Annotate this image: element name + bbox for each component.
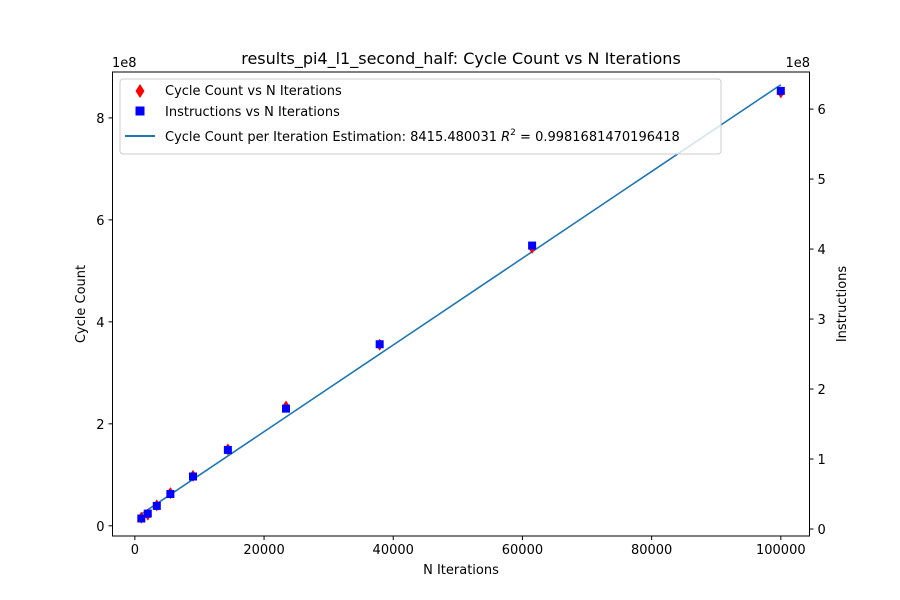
fit-line: [140, 84, 782, 515]
legend-square-marker: [135, 106, 145, 116]
legend-label-cycle-count: Cycle Count vs N Iterations: [165, 84, 342, 99]
y2-axis-label: Instructions: [835, 266, 850, 343]
y-tick-label: 2: [96, 418, 104, 433]
chart-title: results_pi4_l1_second_half: Cycle Count …: [241, 49, 681, 69]
x-tick-label: 80000: [631, 543, 672, 558]
y2-axis-offset-text: 1e8: [785, 56, 810, 71]
instructions-point: [143, 509, 152, 518]
y-tick-label: 6: [96, 214, 104, 229]
instructions-point: [166, 490, 175, 499]
y-axis-offset-text: 1e8: [112, 56, 137, 71]
x-tick-label: 0: [131, 543, 139, 558]
y-tick-label: 8: [96, 112, 104, 127]
legend-frame: [119, 78, 722, 155]
x-tick-label: 100000: [756, 543, 806, 558]
instructions-point: [375, 340, 384, 349]
x-tick-label: 40000: [373, 543, 414, 558]
instructions-point: [223, 445, 232, 454]
y2-tick-label: 5: [818, 173, 826, 188]
instructions-point: [137, 514, 146, 523]
x-axis-label: N Iterations: [423, 563, 499, 578]
y-tick-label: 0: [96, 520, 104, 535]
y2-tick-label: 4: [818, 243, 826, 258]
instructions-point: [282, 404, 291, 413]
y-axis-left: 0 2 4 6 8: [96, 112, 113, 535]
x-axis: 0 20000 40000 60000 80000 100000: [131, 536, 806, 558]
plot-area-frame: [112, 71, 810, 537]
y2-tick-label: 2: [818, 383, 826, 398]
y-axis-right: 0 1 2 3 4 5 6: [809, 103, 826, 538]
y-axis-label: Cycle Count: [74, 265, 89, 343]
y2-tick-label: 0: [818, 523, 826, 538]
instructions-point: [776, 86, 785, 95]
y2-tick-label: 3: [818, 313, 826, 328]
instructions-point: [188, 472, 197, 481]
y2-tick-label: 6: [818, 103, 826, 118]
legend-label-estimation: Cycle Count per Iteration Estimation: 84…: [165, 128, 680, 145]
instructions-point: [152, 501, 161, 510]
legend-label-instructions: Instructions vs N Iterations: [165, 105, 340, 120]
legend-diamond-marker: [135, 84, 145, 98]
y2-tick-label: 1: [818, 453, 826, 468]
legend: Cycle Count vs N Iterations Instructions…: [119, 78, 722, 155]
instructions-point: [528, 241, 537, 250]
y-tick-label: 4: [96, 316, 104, 331]
x-tick-label: 20000: [243, 543, 284, 558]
x-tick-label: 60000: [502, 543, 543, 558]
series-layer: [137, 84, 785, 524]
